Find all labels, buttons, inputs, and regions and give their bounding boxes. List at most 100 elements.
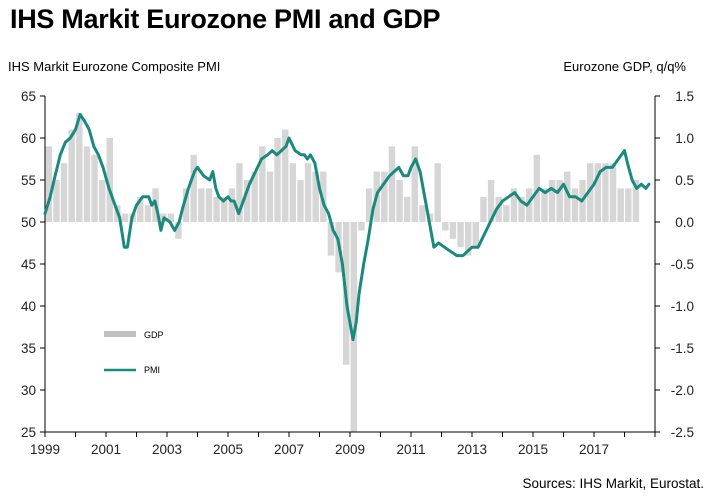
x-axis-ticks: 1999 2001 2003 2005 2007 2009 2011 2013 2015 2017: [30, 432, 656, 457]
gdp-bar: [464, 222, 472, 256]
gdp-bar: [121, 213, 129, 222]
left-tick-label: 40: [21, 299, 36, 314]
right-tick-label: 0.0: [675, 215, 694, 230]
left-tick-label: 45: [21, 257, 36, 272]
gdp-bar: [426, 213, 434, 222]
right-tick-label: 1.5: [675, 89, 694, 104]
gdp-bar: [434, 163, 441, 222]
gdp-bar: [53, 180, 60, 222]
right-tick-label: -1.5: [671, 341, 694, 356]
gdp-bar: [602, 163, 609, 222]
right-tick-label: -1.0: [671, 299, 694, 314]
gdp-bar: [91, 154, 98, 222]
gdp-bar: [76, 112, 83, 222]
gdp-bar: [281, 129, 289, 222]
pmi-line: [43, 113, 651, 342]
right-tick-label: -2.5: [671, 425, 694, 440]
gdp-bar: [365, 188, 373, 222]
left-tick-label: 25: [21, 425, 36, 440]
x-tick-label: 2013: [457, 442, 487, 457]
gdp-bar: [228, 188, 236, 222]
gdp-bar: [388, 146, 396, 222]
gdp-bar: [556, 180, 563, 222]
gdp-bar: [205, 188, 213, 222]
gdp-bar: [220, 196, 228, 222]
gdp-bar: [503, 205, 510, 222]
right-tick-label: 0.5: [675, 173, 694, 188]
axes: [44, 96, 656, 433]
gdp-bar: [617, 188, 624, 222]
gdp-bar: [396, 180, 403, 222]
gdp-bar: [68, 129, 75, 222]
gdp-bar: [571, 188, 579, 222]
source-note: Sources: IHS Markit, Eurostat.: [522, 476, 704, 491]
gdp-bar: [381, 171, 388, 222]
x-tick-label: 2015: [518, 442, 548, 457]
gdp-bar: [83, 146, 91, 222]
gdp-bar: [541, 188, 548, 222]
gdp-bar: [175, 222, 182, 239]
legend-gdp-swatch: [104, 331, 136, 337]
gdp-bar: [510, 188, 518, 222]
gdp-bar: [190, 154, 197, 222]
left-tick-label: 30: [21, 383, 36, 398]
gdp-bar: [449, 222, 457, 239]
gdp-bar: [564, 171, 571, 222]
right-tick-label: -0.5: [671, 257, 694, 272]
gdp-bar: [625, 188, 632, 222]
gdp-bar: [259, 146, 266, 222]
gdp-bar: [274, 138, 281, 222]
gdp-bar: [213, 196, 220, 222]
left-tick-label: 60: [21, 131, 36, 146]
x-tick-label: 2003: [152, 442, 182, 457]
gdp-bar: [144, 205, 152, 222]
gdp-bar: [106, 138, 114, 222]
gdp-bar: [525, 188, 533, 222]
gdp-bar: [358, 222, 365, 231]
gdp-bar: [472, 222, 480, 248]
gdp-bar: [60, 163, 68, 222]
gdp-bar: [548, 180, 556, 222]
x-tick-label: 2017: [579, 442, 609, 457]
x-tick-label: 1999: [30, 442, 60, 457]
gdp-bar: [609, 163, 617, 222]
gdp-bar: [182, 188, 190, 222]
left-axis-ticks: 65 60 55 50 45 40 35 30 25: [21, 89, 45, 440]
x-tick-label: 2011: [396, 442, 425, 457]
gdp-bar: [137, 196, 144, 222]
gdp-bar: [327, 222, 335, 256]
right-tick-label: 1.0: [675, 131, 694, 146]
gdp-bar: [403, 196, 411, 222]
right-tick-label: -2.0: [671, 383, 694, 398]
left-axis-title: IHS Markit Eurozone Composite PMI: [8, 59, 220, 74]
gdp-bar: [243, 180, 251, 222]
gdp-bar: [457, 222, 464, 248]
gdp-bar: [518, 196, 525, 222]
legend-pmi-label: PMI: [144, 365, 160, 375]
gdp-bar: [167, 213, 175, 222]
gdp-bar: [411, 146, 419, 222]
gdp-bar: [198, 188, 205, 222]
pmi-series: [43, 113, 651, 342]
gdp-bar: [304, 163, 312, 222]
chart-title: IHS Markit Eurozone PMI and GDP: [10, 4, 441, 34]
gdp-bar: [495, 196, 502, 222]
gdp-bar: [236, 163, 243, 222]
gdp-bar: [533, 154, 541, 222]
x-tick-label: 2007: [274, 442, 304, 457]
gdp-bar: [251, 171, 258, 222]
x-tick-label: 2009: [335, 442, 365, 457]
left-tick-label: 35: [21, 341, 36, 356]
gdp-bar: [480, 196, 487, 222]
gdp-bar: [594, 163, 602, 222]
x-tick-label: 2001: [91, 442, 121, 457]
gdp-bar: [98, 180, 106, 222]
gdp-bar: [312, 171, 319, 222]
x-tick-label: 2005: [213, 442, 243, 457]
gdp-bar: [586, 163, 594, 222]
left-tick-label: 65: [21, 89, 36, 104]
gdp-bar: [632, 180, 640, 222]
legend-gdp-label: GDP: [144, 330, 164, 340]
gdp-bar: [487, 180, 495, 222]
